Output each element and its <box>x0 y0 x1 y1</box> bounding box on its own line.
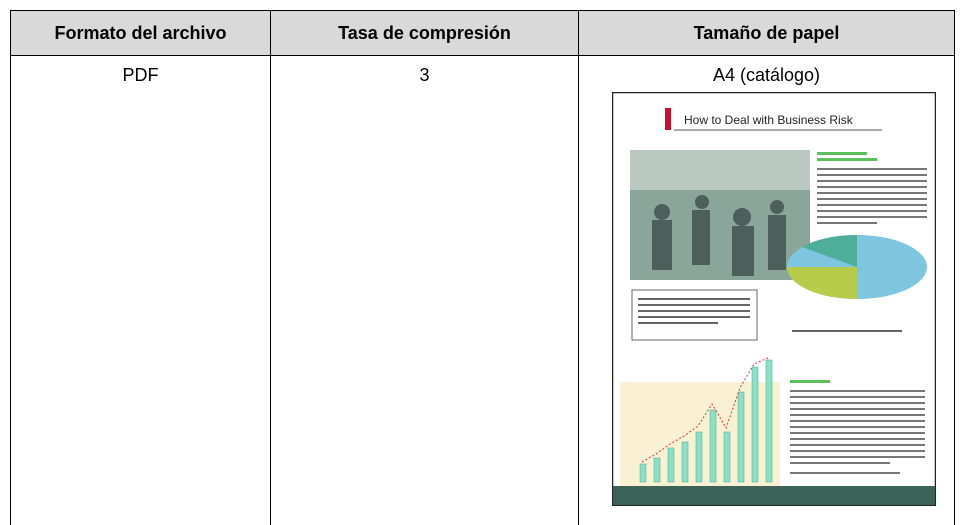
body-cell: PDF <box>10 55 271 525</box>
page: Formato del archivo Tasa de compresión T… <box>0 0 965 518</box>
catalog-thumbnail: How to Deal with Business Risk <box>612 92 936 506</box>
header-cell: Tasa de compresión <box>270 10 579 56</box>
header-cell: Formato del archivo <box>10 10 271 56</box>
header-cell: Tamaño de papel <box>578 10 955 56</box>
cell-text: A4 (catálogo) <box>579 55 954 95</box>
thumbnail-title: How to Deal with Business Risk <box>684 113 854 127</box>
body-cell: 3 <box>270 55 579 525</box>
